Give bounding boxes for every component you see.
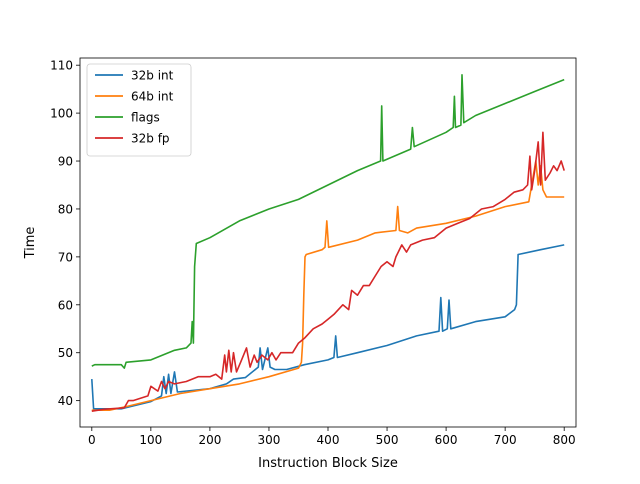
y-tick-label: 100 (50, 107, 73, 121)
series-line-3 (91, 131, 565, 412)
legend-box (86, 63, 192, 157)
legend: 32b int 64b int flags 32b fp (86, 63, 192, 157)
y-tick-label: 50 (58, 346, 73, 360)
series-line-0 (91, 244, 565, 410)
x-tick-label: 300 (257, 433, 280, 447)
y-tick-label: 110 (50, 59, 73, 73)
y-tick-label: 70 (58, 250, 73, 264)
series-line-1 (91, 160, 565, 411)
y-tick-label: 90 (58, 155, 73, 169)
x-axis-label: Instruction Block Size (258, 456, 398, 471)
x-tick-label: 600 (435, 433, 458, 447)
x-tick-label: 500 (376, 433, 399, 447)
legend-label-1: 64b int (131, 90, 174, 104)
legend-label-2: flags (131, 111, 160, 125)
x-tick-label: 100 (139, 433, 162, 447)
y-tick-label: 40 (58, 394, 73, 408)
x-tick-label: 800 (553, 433, 576, 447)
x-axis: 0 100 200 300 400 500 600 700 800 (88, 427, 576, 447)
y-tick-label: 60 (58, 298, 73, 312)
y-axis-label: Time (23, 227, 38, 260)
y-axis: 40 50 60 70 80 90 100 110 (50, 59, 80, 408)
plot-area (91, 74, 565, 412)
x-tick-label: 0 (88, 433, 96, 447)
x-tick-label: 700 (494, 433, 517, 447)
legend-label-0: 32b int (131, 69, 174, 83)
legend-label-3: 32b fp (131, 132, 170, 146)
x-tick-label: 400 (317, 433, 340, 447)
y-tick-label: 80 (58, 202, 73, 216)
series-line-2 (91, 74, 565, 369)
x-tick-label: 200 (198, 433, 221, 447)
